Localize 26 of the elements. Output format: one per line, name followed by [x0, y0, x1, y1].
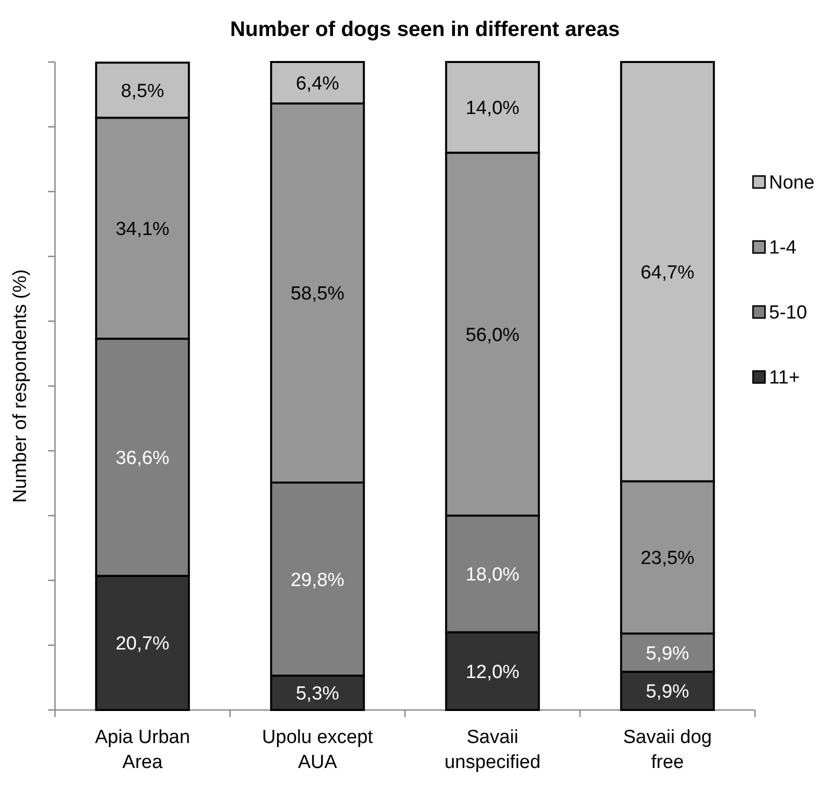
data-label: 23,5%: [640, 548, 695, 570]
legend-label: 11+: [769, 368, 800, 389]
data-label: 29,8%: [290, 570, 345, 591]
data-label: 34,1%: [116, 218, 170, 240]
data-label: 36,6%: [116, 448, 170, 469]
x-tick-label: Savaii dog free: [623, 727, 712, 773]
chart-title: Number of dogs seen in different areas: [230, 18, 620, 41]
legend-label: None: [769, 172, 814, 194]
data-label: 12,0%: [466, 662, 520, 683]
data-label: 58,5%: [290, 284, 345, 305]
data-label: 64,7%: [640, 262, 695, 284]
data-label: 56,0%: [466, 324, 520, 346]
data-label: 20,7%: [116, 634, 170, 655]
data-label: 6,4%: [296, 73, 340, 94]
y-axis-title: Number of respondents (%): [10, 269, 31, 503]
data-label: 5,9%: [646, 643, 690, 664]
legend-label: 5-10: [769, 302, 808, 324]
x-tick-label: Apia Urban Area: [94, 727, 190, 773]
data-label: 18,0%: [466, 564, 520, 586]
data-label: 5,3%: [296, 683, 340, 704]
x-tick-label: Upolu except AUA: [262, 727, 374, 773]
data-label: 14,0%: [466, 98, 520, 120]
x-tick-label: Savaii unspecified: [444, 727, 541, 773]
legend-label: 1-4: [769, 238, 797, 259]
data-label: 8,5%: [120, 80, 164, 102]
data-label: 5,9%: [646, 682, 690, 703]
